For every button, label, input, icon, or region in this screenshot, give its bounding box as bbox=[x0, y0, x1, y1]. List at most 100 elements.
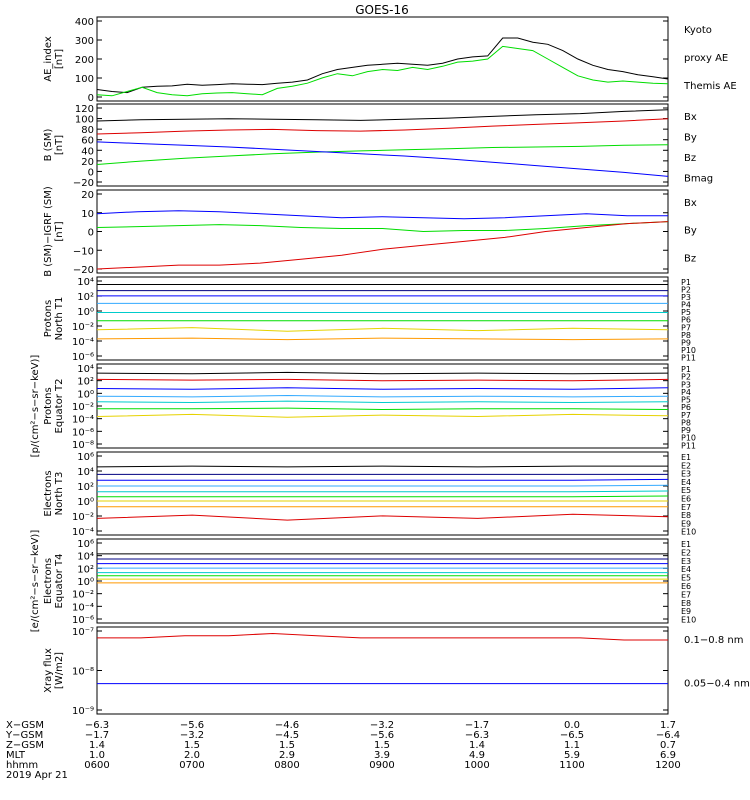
panel-frame bbox=[96, 16, 669, 102]
axis-cell: 1200 bbox=[655, 760, 680, 771]
y-tick-label: 10⁻⁴ bbox=[72, 337, 94, 348]
axis-date: 2019 Apr 21 bbox=[6, 770, 68, 781]
axis-cell: 4.9 bbox=[469, 750, 485, 761]
legend-item: By bbox=[684, 133, 697, 144]
series-line bbox=[96, 118, 669, 135]
axis-cell: 1.4 bbox=[89, 740, 105, 751]
y-tick-label: −20 bbox=[73, 265, 94, 276]
y-tick-label: 0 bbox=[88, 93, 94, 104]
legend-item: P1 bbox=[681, 365, 691, 374]
axis-cell: 1.7 bbox=[660, 720, 676, 731]
y-axis-label: B (SM) bbox=[43, 128, 54, 161]
legend-item: Bmag bbox=[684, 174, 713, 185]
series-line bbox=[96, 327, 669, 332]
y-axis-label: B (SM)−IGRF (SM) bbox=[43, 186, 54, 277]
axis-cell: 1000 bbox=[464, 760, 489, 771]
legend-item: P4 bbox=[681, 301, 691, 310]
legend-item: 0.1−0.8 nm bbox=[684, 635, 743, 646]
legend-item: P6 bbox=[681, 403, 691, 412]
y-tick-label: 10⁻⁸ bbox=[72, 667, 94, 678]
y-tick-label: 10⁶ bbox=[77, 539, 94, 550]
axis-cell: 6.9 bbox=[660, 750, 676, 761]
legend-item: P8 bbox=[681, 331, 691, 340]
panel-frame bbox=[96, 276, 669, 361]
legend-item: P11 bbox=[681, 353, 696, 362]
axis-cell: −4.6 bbox=[275, 720, 299, 731]
y-tick-label: 10⁻⁶ bbox=[72, 352, 94, 363]
y-axis-label: Protons bbox=[43, 387, 54, 424]
y-tick-label: 10⁶ bbox=[77, 452, 94, 463]
legend: Bx By Bz Bmag bbox=[684, 112, 713, 185]
y-tick-label: 20 bbox=[81, 157, 94, 168]
y-tick-label: 300 bbox=[75, 36, 94, 47]
panel-frame bbox=[96, 538, 669, 624]
legend-item: E8 bbox=[681, 511, 691, 520]
series-line bbox=[96, 210, 668, 220]
axis-cell: −6.3 bbox=[85, 720, 109, 731]
legend-item: Bz bbox=[684, 153, 696, 164]
legend-item: E1 bbox=[681, 540, 691, 549]
y-tick-label: 10⁰ bbox=[77, 307, 94, 318]
series-line bbox=[96, 37, 669, 94]
y-tick-label: −10 bbox=[73, 246, 94, 257]
legend-item: P9 bbox=[681, 426, 691, 435]
axis-cell: 1.5 bbox=[184, 740, 200, 751]
y-axis-label: Equator T4 bbox=[54, 554, 65, 609]
legend-item: Bx bbox=[684, 198, 697, 209]
axis-cell: 2.0 bbox=[184, 750, 200, 761]
y-tick-label: 10⁴ bbox=[77, 467, 94, 478]
series-line bbox=[96, 413, 669, 418]
legend-item: P10 bbox=[681, 434, 696, 443]
y-tick-label: 400 bbox=[75, 17, 94, 28]
legend-item: P3 bbox=[681, 293, 691, 302]
legend-item: E4 bbox=[681, 565, 691, 574]
legend-item: E7 bbox=[681, 503, 691, 512]
legend-item: P7 bbox=[681, 323, 691, 332]
legend-item: E10 bbox=[681, 528, 696, 537]
axis-row-label: Z−GSM bbox=[6, 740, 44, 751]
y-tick-label: 10⁻⁹ bbox=[72, 706, 94, 717]
y-axis-label: Electrons bbox=[43, 558, 54, 604]
legend-item: P4 bbox=[681, 388, 691, 397]
y-tick-label: 60 bbox=[81, 136, 94, 147]
series-line bbox=[96, 513, 669, 521]
series-line bbox=[96, 371, 669, 375]
panel-frame bbox=[96, 451, 669, 536]
axis-cell: 0.0 bbox=[564, 720, 580, 731]
y-tick-label: 10⁻² bbox=[72, 402, 94, 413]
y-tick-label: 10⁻⁸ bbox=[72, 440, 94, 451]
axis-cell: 0900 bbox=[369, 760, 394, 771]
legend-item: P6 bbox=[681, 316, 691, 325]
series-line bbox=[96, 144, 669, 165]
legend-item: P10 bbox=[681, 346, 696, 355]
y-tick-label: 100 bbox=[75, 74, 94, 85]
legend-item: E6 bbox=[681, 495, 691, 504]
axis-row-label: Y−GSM bbox=[5, 730, 43, 741]
legend-item: E4 bbox=[681, 478, 691, 487]
axis-cell: 1.5 bbox=[279, 740, 295, 751]
panel-3: 20 10 0 −10 −20 B (SM)−IGRF (SM) [nT] Bx By Bz bbox=[43, 186, 697, 277]
y-tick-label: 10 bbox=[81, 209, 94, 220]
shared-unit-label: [e/(cm²−s−sr−keV)] bbox=[30, 530, 41, 633]
legend-item: E3 bbox=[681, 470, 691, 479]
legend-item: Bx bbox=[684, 112, 697, 123]
legend-item: E1 bbox=[681, 453, 691, 462]
series-line bbox=[96, 378, 669, 382]
y-tick-label: 10² bbox=[77, 292, 94, 303]
axis-cell: 5.9 bbox=[564, 750, 580, 761]
legend-item: P5 bbox=[681, 308, 691, 317]
legend-item: E2 bbox=[681, 461, 691, 470]
y-tick-label: 10⁰ bbox=[77, 389, 94, 400]
legend: Bx By Bz bbox=[684, 198, 697, 264]
series-line bbox=[96, 221, 669, 233]
y-tick-label: 0 bbox=[88, 228, 94, 239]
axis-cell: 1100 bbox=[559, 760, 584, 771]
legend-item: P3 bbox=[681, 380, 691, 389]
y-axis-label: North T3 bbox=[54, 472, 65, 516]
axis-cell: −3.2 bbox=[370, 720, 394, 731]
y-tick-label: 80 bbox=[81, 125, 94, 136]
